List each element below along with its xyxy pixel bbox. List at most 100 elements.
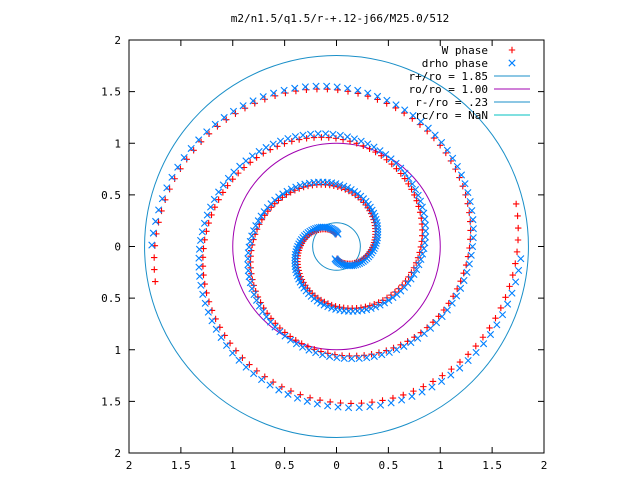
drho-phase-point bbox=[431, 131, 439, 139]
w-phase-point bbox=[221, 332, 228, 339]
drho-phase-point bbox=[405, 174, 413, 183]
drho-phase-point bbox=[424, 124, 432, 132]
drho-phase-point bbox=[334, 403, 342, 411]
drho-phase-point bbox=[448, 299, 456, 307]
drho-phase-point bbox=[279, 190, 287, 198]
drho-phase-point bbox=[245, 243, 253, 251]
drho-phase-point bbox=[299, 343, 307, 351]
w-phase-point bbox=[383, 156, 390, 163]
drho-phase-point bbox=[152, 217, 160, 225]
w-phase-point bbox=[375, 349, 383, 356]
drho-phase-point bbox=[362, 306, 371, 314]
drho-phase-point bbox=[354, 190, 362, 198]
w-phase-point bbox=[413, 197, 420, 204]
drho-phase-point bbox=[322, 130, 330, 138]
drho-phase-point bbox=[301, 180, 309, 188]
drho-phase-point bbox=[453, 292, 461, 300]
drho-phase-point bbox=[255, 302, 264, 310]
w-phase-point bbox=[405, 180, 412, 188]
drho-phase-point bbox=[208, 317, 216, 325]
w-phase-point bbox=[445, 300, 452, 307]
y-tick-label: 0.5 bbox=[101, 189, 121, 202]
w-phase-point bbox=[464, 351, 472, 358]
drho-phase-point bbox=[217, 333, 225, 342]
w-phase-point bbox=[497, 304, 505, 312]
drho-phase-point bbox=[222, 341, 231, 350]
drho-phase-point bbox=[303, 397, 311, 405]
y-tick-label: 0 bbox=[114, 241, 121, 254]
drho-phase-point bbox=[468, 242, 477, 251]
drho-phase-point bbox=[293, 394, 302, 402]
w-phase-point bbox=[514, 236, 522, 244]
drho-phase-point bbox=[239, 102, 247, 110]
drho-phase-point bbox=[257, 212, 265, 220]
w-phase-point bbox=[211, 203, 219, 211]
drho-phase-point bbox=[383, 96, 391, 104]
drho-phase-point bbox=[366, 403, 374, 411]
drho-phase-point bbox=[187, 144, 195, 153]
w-phase-point bbox=[201, 236, 208, 244]
w-phase-point bbox=[200, 245, 207, 252]
x-tick-label: 0 bbox=[333, 459, 340, 472]
w-phase-point bbox=[171, 175, 178, 182]
drho-phase-point bbox=[229, 107, 238, 115]
drho-phase-point bbox=[266, 381, 274, 389]
x-tick-label: 1.5 bbox=[482, 459, 502, 472]
w-phase-point bbox=[267, 315, 275, 322]
drho-phase-point bbox=[486, 330, 495, 339]
drho-phase-point bbox=[280, 86, 288, 94]
drho-phase-point bbox=[457, 171, 466, 179]
w-phase-point bbox=[514, 212, 521, 220]
w-phase-point bbox=[467, 227, 474, 234]
drho-phase-point bbox=[408, 392, 416, 400]
drho-phase-point bbox=[291, 259, 299, 267]
drho-phase-point bbox=[276, 328, 284, 336]
drho-phase-point bbox=[380, 299, 389, 307]
drho-phase-point bbox=[420, 209, 428, 217]
w-phase-point bbox=[420, 383, 427, 390]
drho-phase-point bbox=[249, 97, 257, 105]
drho-phase-point bbox=[464, 188, 472, 197]
drho-phase-point bbox=[244, 267, 252, 275]
drho-phase-point bbox=[250, 370, 258, 378]
drho-phase-point bbox=[479, 340, 488, 348]
drho-phase-point bbox=[508, 289, 516, 297]
drho-phase-point bbox=[343, 184, 352, 192]
drho-phase-point bbox=[292, 248, 300, 256]
drho-phase-point bbox=[385, 296, 393, 304]
w-phase-point bbox=[327, 398, 334, 406]
drho-phase-point bbox=[370, 143, 378, 151]
drho-phase-point bbox=[348, 355, 356, 363]
drho-phase-point bbox=[180, 154, 188, 162]
drho-phase-point bbox=[199, 290, 207, 298]
drho-phase-point bbox=[418, 203, 426, 211]
w-phase-point bbox=[502, 294, 509, 301]
drho-phase-point bbox=[219, 181, 227, 189]
drho-phase-point bbox=[414, 334, 422, 342]
drho-phase-point bbox=[449, 154, 457, 162]
drho-phase-point bbox=[453, 162, 461, 171]
drho-phase-point bbox=[340, 354, 348, 363]
drho-phase-point bbox=[312, 82, 320, 90]
drho-phase-point bbox=[310, 295, 318, 303]
drho-phase-point bbox=[421, 221, 430, 229]
drho-phase-point bbox=[472, 348, 480, 357]
drho-phase-point bbox=[252, 222, 260, 230]
w-phase-point bbox=[364, 92, 372, 100]
drho-phase-point bbox=[244, 249, 252, 257]
drho-phase-point bbox=[207, 203, 215, 211]
drho-phase-point bbox=[250, 290, 258, 299]
drho-phase-point bbox=[336, 181, 344, 189]
w-phase-point bbox=[261, 96, 269, 103]
drho-phase-point bbox=[418, 250, 427, 258]
drho-phase-point bbox=[340, 182, 348, 190]
w-phase-point bbox=[199, 254, 207, 261]
w-phase-point bbox=[389, 394, 397, 402]
drho-phase-point bbox=[503, 300, 512, 308]
drho-phase-point bbox=[158, 195, 166, 203]
drho-phase-point bbox=[393, 346, 401, 354]
drho-phase-point bbox=[210, 195, 218, 203]
drho-phase-point bbox=[291, 133, 300, 141]
x-axis: 2 1.5 1 0.5 0 0.5 1 1.5 2 bbox=[126, 40, 547, 472]
drho-phase-point bbox=[291, 84, 299, 92]
